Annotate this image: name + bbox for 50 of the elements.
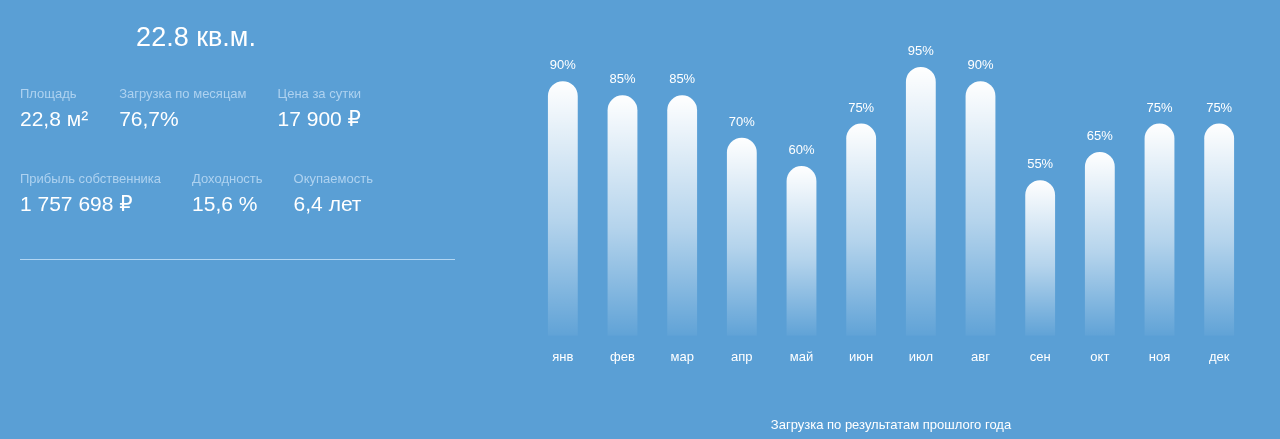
data-label: 85% bbox=[669, 71, 696, 87]
bar bbox=[905, 67, 936, 336]
text: 22,8 м² bbox=[20, 107, 89, 131]
data-label: 55% bbox=[1027, 156, 1054, 172]
text: Площадь bbox=[20, 86, 78, 101]
data-label: 75% bbox=[1206, 99, 1233, 115]
x-tick-label: авг bbox=[971, 349, 991, 365]
data-label: 65% bbox=[1086, 127, 1114, 143]
x-tick-label: мар bbox=[670, 349, 694, 365]
text: 76,7% bbox=[119, 107, 180, 131]
text: 6,4 лет bbox=[293, 192, 363, 216]
x-tick-label: сен bbox=[1029, 349, 1051, 365]
bar bbox=[965, 81, 996, 336]
data-label: 75% bbox=[848, 99, 875, 115]
bar bbox=[1084, 151, 1115, 336]
x-tick-label: июн bbox=[849, 349, 874, 365]
bar bbox=[846, 123, 877, 336]
bar bbox=[1144, 123, 1175, 336]
data-label: 75% bbox=[1146, 99, 1173, 115]
data-label: 85% bbox=[609, 71, 636, 87]
bar bbox=[786, 166, 817, 336]
x-axis-title: Загрузка по результатам прошлого года bbox=[770, 416, 1012, 432]
x-tick-label: июл bbox=[908, 349, 933, 365]
text: Доходность bbox=[192, 171, 263, 186]
bar bbox=[607, 95, 638, 336]
x-tick-label: май bbox=[789, 349, 814, 365]
text: Прибыль собственника bbox=[20, 171, 162, 186]
data-label: 90% bbox=[967, 57, 994, 73]
text: Загрузка по месяцам bbox=[119, 86, 247, 101]
bar bbox=[1025, 180, 1056, 336]
x-tick-label: фев bbox=[610, 349, 635, 365]
x-tick-label: окт bbox=[1090, 349, 1110, 365]
x-tick-label: ноя bbox=[1148, 349, 1171, 365]
text: 1 757 698 ₽ bbox=[20, 192, 134, 216]
data-label: 70% bbox=[728, 113, 756, 129]
text: 15,6 % bbox=[192, 192, 259, 216]
text: Окупаемость bbox=[293, 171, 373, 186]
text: 17 900 ₽ bbox=[277, 107, 362, 131]
x-tick-label: дек bbox=[1208, 349, 1230, 365]
bar bbox=[547, 81, 578, 336]
x-tick-label: апр bbox=[731, 349, 753, 365]
data-label: 60% bbox=[788, 142, 815, 158]
bar bbox=[1204, 123, 1235, 336]
text: Цена за сутки bbox=[277, 86, 362, 101]
bar bbox=[726, 137, 757, 336]
data-label: 95% bbox=[907, 43, 935, 59]
text: 22.8 кв.м. bbox=[135, 22, 257, 53]
data-label: 90% bbox=[549, 57, 577, 73]
x-tick-label: янв bbox=[552, 349, 574, 365]
bar bbox=[667, 95, 698, 336]
